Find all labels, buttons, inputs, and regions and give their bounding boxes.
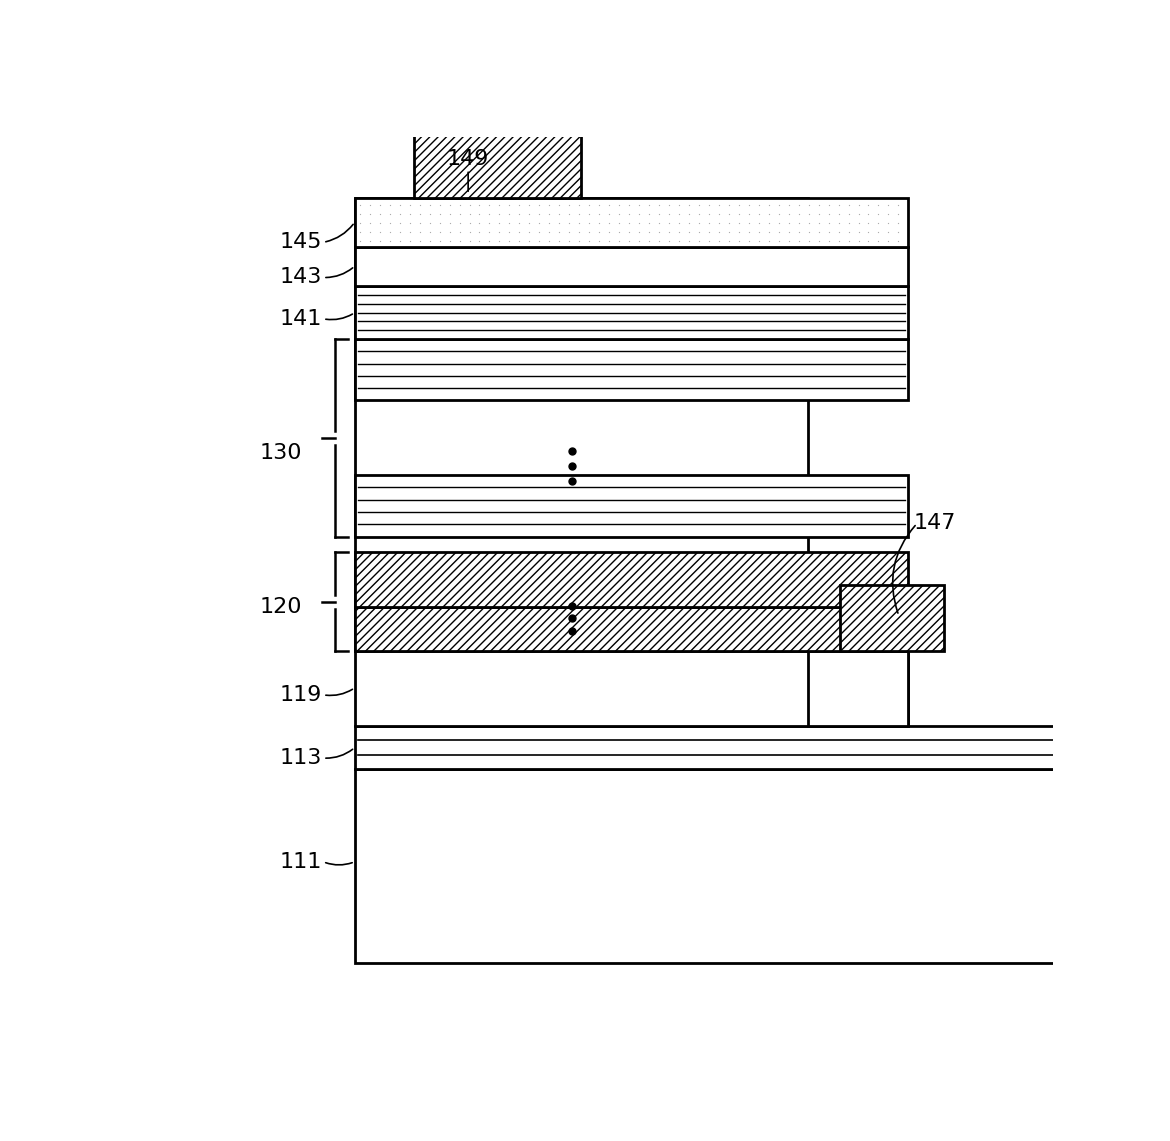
Bar: [355, 607, 908, 650]
Bar: [355, 246, 908, 286]
Bar: [840, 585, 944, 650]
Bar: [355, 199, 808, 650]
Text: 147: 147: [914, 513, 956, 534]
Bar: [414, 128, 581, 199]
Text: 119: 119: [280, 685, 322, 705]
Bar: [355, 199, 908, 246]
Text: 141: 141: [280, 309, 322, 329]
Bar: [355, 650, 908, 726]
Text: 149: 149: [447, 148, 489, 169]
Bar: [808, 650, 908, 726]
Bar: [355, 552, 908, 607]
Bar: [355, 769, 1116, 963]
Text: 120: 120: [260, 597, 302, 617]
Text: 145: 145: [280, 233, 322, 252]
Text: 143: 143: [280, 267, 322, 288]
Bar: [355, 726, 1116, 769]
Text: 111: 111: [280, 851, 322, 872]
Bar: [355, 286, 908, 339]
Text: 130: 130: [260, 443, 302, 463]
Bar: [355, 475, 908, 536]
Bar: [355, 339, 908, 400]
Text: 113: 113: [280, 748, 322, 768]
